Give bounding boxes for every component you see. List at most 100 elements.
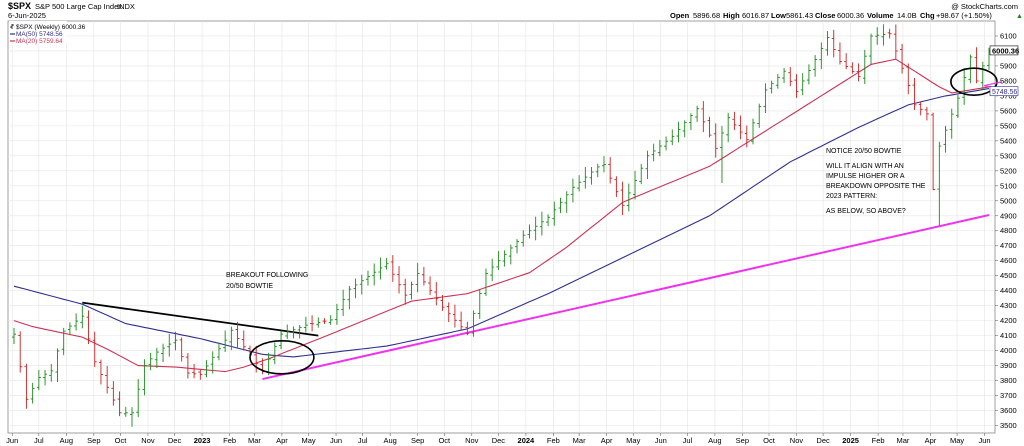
ma50-tag: 5748.56 (992, 89, 1017, 96)
y-tick-label: 5500 (1000, 121, 1017, 130)
y-tick-label: 6100 (1000, 31, 1017, 40)
y-tick-label: 5400 (1000, 136, 1017, 145)
chg-up-arrow-icon: ▲ (1016, 13, 1023, 20)
low-label: Low (771, 11, 786, 20)
ma20-line (13, 58, 990, 373)
x-tick-label: 2024 (518, 436, 536, 445)
annotation-notice-title: NOTICE 20/50 BOWTIE (826, 148, 902, 155)
open-value: 5896.68 (693, 11, 720, 20)
x-tick-label: Dec (816, 436, 830, 445)
close-label: Close (815, 11, 835, 20)
moving-averages (13, 58, 990, 373)
y-tick-label: 4200 (1000, 316, 1017, 325)
x-tick-label: Nov (790, 436, 804, 445)
y-tick-label: 5200 (1000, 166, 1017, 175)
bowtie-2023-ellipse (249, 340, 315, 375)
grid-lines (8, 21, 995, 433)
exchange-label: INDX (117, 2, 135, 11)
x-tick-label: Nov (141, 436, 155, 445)
x-tick-label: Dec (168, 436, 182, 445)
y-tick-label: 5300 (1000, 151, 1017, 160)
x-tick-label: Aug (708, 436, 721, 445)
close-tag-box (989, 45, 1019, 56)
x-tick-label: Oct (763, 436, 776, 445)
legend-ma50: MA(50) 5748.56 (10, 31, 63, 38)
resistance-trendline (82, 301, 319, 337)
x-tick-label: Feb (223, 436, 236, 445)
x-tick-label: Sep (411, 436, 424, 445)
legend: $SPX (Weekly) 6000.36 MA(50) 5748.56 MA(… (9, 21, 86, 45)
x-tick-label: Apr (276, 436, 288, 445)
annotation-breakout: BREAKOUT FOLLOWING 20/50 BOWTIE (226, 272, 308, 290)
ma-tag-box (989, 86, 1019, 96)
watermark: @ StockCharts.com (951, 2, 1018, 11)
x-tick-label: Jun (6, 436, 18, 445)
y-tick-label: 4400 (1000, 286, 1017, 295)
annotation-closing: AS BELOW, SO ABOVE? (826, 208, 906, 215)
bowtie-2025-ellipse (950, 67, 998, 96)
x-tick-label: May (626, 436, 640, 445)
y-tick-label: 3500 (1000, 421, 1017, 430)
y-tick-label: 4600 (1000, 256, 1017, 265)
price-bars (12, 24, 991, 427)
trendlines (82, 214, 990, 381)
x-tick-label: 2025 (842, 436, 859, 445)
y-tick-label: 3600 (1000, 406, 1017, 415)
legend-price-label: $SPX (Weekly) 6000.36 (16, 24, 86, 31)
date-label: 6-Jun-2025 (8, 11, 46, 20)
close-tag: 6000.36 (992, 46, 1019, 55)
y-tick-label: 4700 (1000, 241, 1017, 250)
volume-value: 14.0B (897, 11, 917, 20)
low-value: 5861.43 (786, 11, 813, 20)
y-axis: 3500 3600 3700 3800 3900 4000 4100 4200 4300 4400… (995, 31, 1017, 430)
x-tick-label: Aug (60, 436, 73, 445)
x-tick-label: Sep (87, 436, 100, 445)
y-tick-label: 3800 (1000, 376, 1017, 385)
annotation-breakout-line1: BREAKOUT FOLLOWING (226, 272, 308, 279)
x-tick-label: Feb (872, 436, 885, 445)
x-tick-label: Mar (248, 436, 261, 445)
legend-background (9, 21, 67, 43)
x-tick-label: Jun (979, 436, 991, 445)
plot-frame (7, 20, 996, 434)
chart-header: $SPX S&P 500 Large Cap Index INDX 6-Jun-… (8, 1, 1023, 20)
y-tick-label: 5800 (1000, 76, 1017, 85)
annotation-breakout-line2: 20/50 BOWTIE (226, 283, 273, 290)
y-tick-label: 4500 (1000, 271, 1017, 280)
x-tick-label: Nov (465, 436, 479, 445)
x-tick-label: Apr (925, 436, 937, 445)
open-label: Open (670, 11, 690, 20)
x-tick-label: 2023 (194, 436, 211, 445)
x-tick-label: Oct (438, 436, 451, 445)
x-tick-label: Dec (492, 436, 506, 445)
value-tags: 6000.36 5748.56 (989, 45, 1019, 96)
x-tick-label: Feb (547, 436, 560, 445)
high-label: High (723, 11, 740, 20)
annotation-question-line1: WILL IT ALIGN WITH AN (826, 163, 904, 170)
legend-ma20-label: MA(20) 5759.64 (16, 38, 63, 45)
x-tick-label: Jul (358, 436, 368, 445)
y-tick-label: 4100 (1000, 331, 1017, 340)
y-tick-label: 5100 (1000, 181, 1017, 190)
close-value: 6000.36 (837, 11, 864, 20)
index-name: S&P 500 Large Cap Index (35, 2, 122, 11)
y-tick-label: 3700 (1000, 391, 1017, 400)
x-tick-label: May (301, 436, 315, 445)
chg-value: +98.67 (+1.50%) (936, 11, 992, 20)
x-tick-label: Sep (736, 436, 749, 445)
y-tick-label: 4800 (1000, 226, 1017, 235)
legend-ma50-label: MA(50) 5748.56 (16, 31, 63, 38)
annotation-question-line4: 2023 PATTERN: (826, 193, 877, 200)
symbol-label: $SPX (8, 1, 31, 11)
y-tick-label: 5600 (1000, 106, 1017, 115)
annotation-question-line3: BREAKDOWN OPPOSITE THE (826, 183, 926, 190)
y-tick-label: 4300 (1000, 301, 1017, 310)
x-tick-label: Apr (601, 436, 613, 445)
x-axis: Jun Jul Aug Sep Oct Nov Dec 2023 Feb Mar Apr May Jun… (6, 433, 991, 445)
ma50-line (13, 88, 990, 358)
y-tick-label: 5000 (1000, 196, 1017, 205)
annotation-notice: NOTICE 20/50 BOWTIE WILL IT ALIGN WITH A… (826, 148, 926, 215)
x-tick-label: May (950, 436, 964, 445)
chg-label: Chg (920, 11, 935, 20)
